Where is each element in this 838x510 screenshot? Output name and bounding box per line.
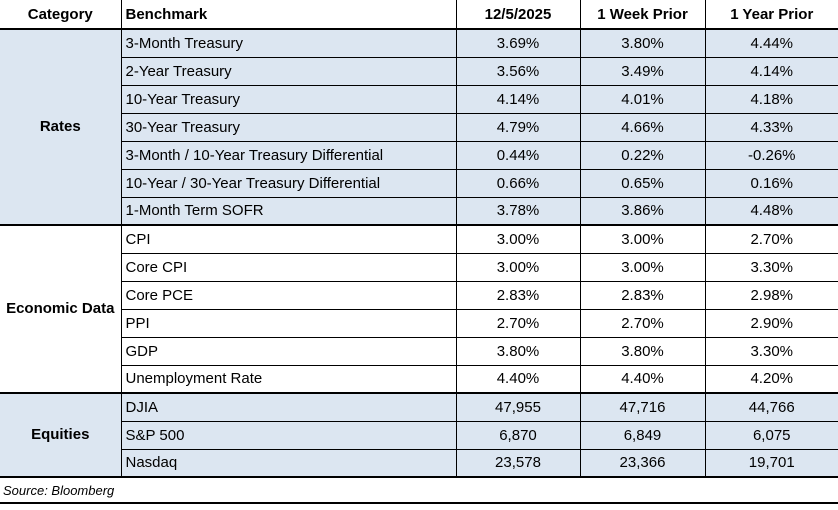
value-cell: 0.66% — [455, 169, 580, 198]
value-cell: 3.78% — [455, 197, 580, 226]
section-equities: Equities DJIA 47,955 47,716 44,766 S&P 5… — [0, 392, 838, 478]
value-cell: 2.90% — [704, 309, 838, 338]
benchmark-cell: S&P 500 — [120, 421, 456, 450]
table-row: 2-Year Treasury 3.56% 3.49% 4.14% — [0, 57, 838, 86]
value-cell: 3.49% — [579, 57, 705, 86]
value-cell: 3.69% — [455, 28, 580, 58]
value-cell: 0.22% — [579, 141, 705, 170]
benchmark-cell: 2-Year Treasury — [120, 57, 456, 86]
value-cell: 3.80% — [579, 337, 705, 366]
table-row: Core PCE 2.83% 2.83% 2.98% — [0, 281, 838, 310]
value-cell: 23,366 — [579, 449, 705, 478]
value-cell: 44,766 — [704, 392, 838, 422]
value-cell: 2.70% — [704, 224, 838, 254]
value-cell: 3.56% — [455, 57, 580, 86]
value-cell: 3.80% — [579, 28, 705, 58]
value-cell: 2.70% — [579, 309, 705, 338]
benchmark-cell: 1-Month Term SOFR — [120, 197, 456, 226]
value-cell: 4.14% — [704, 57, 838, 86]
category-cell-economic-data: Economic Data — [0, 224, 121, 393]
table-row: Economic Data CPI 3.00% 3.00% 2.70% — [0, 224, 838, 393]
value-cell: 4.01% — [579, 85, 705, 114]
header-year-prior: 1 Year Prior — [704, 0, 838, 30]
table-row: Unemployment Rate 4.40% 4.40% 4.20% — [0, 365, 838, 394]
value-cell: 4.40% — [579, 365, 705, 394]
benchmark-cell: Core PCE — [120, 281, 456, 310]
value-cell: -0.26% — [704, 141, 838, 170]
table-row: GDP 3.80% 3.80% 3.30% — [0, 337, 838, 366]
value-cell: 3.00% — [455, 224, 580, 254]
header-row: Category Benchmark 12/5/2025 1 Week Prio… — [0, 0, 838, 30]
table-row: 10-Year / 30-Year Treasury Differential … — [0, 169, 838, 198]
value-cell: 4.79% — [455, 113, 580, 142]
value-cell: 2.98% — [704, 281, 838, 310]
value-cell: 6,075 — [704, 421, 838, 450]
benchmark-cell: 3-Month / 10-Year Treasury Differential — [120, 141, 456, 170]
benchmark-table: Category Benchmark 12/5/2025 1 Week Prio… — [0, 0, 838, 478]
value-cell: 4.44% — [704, 28, 838, 58]
table-row: Rates 3-Month Treasury 3.69% 3.80% 4.44% — [0, 28, 838, 225]
benchmark-cell: 10-Year Treasury — [120, 85, 456, 114]
source-note: Source: Bloomberg — [0, 478, 838, 504]
value-cell: 4.66% — [579, 113, 705, 142]
benchmark-cell: 10-Year / 30-Year Treasury Differential — [120, 169, 456, 198]
value-cell: 4.48% — [704, 197, 838, 226]
header-week-prior: 1 Week Prior — [579, 0, 705, 30]
value-cell: 3.00% — [579, 253, 705, 282]
table-row: Core CPI 3.00% 3.00% 3.30% — [0, 253, 838, 282]
value-cell: 3.30% — [704, 253, 838, 282]
value-cell: 47,955 — [455, 392, 580, 422]
benchmark-cell: Nasdaq — [120, 449, 456, 478]
table-row: 3-Month / 10-Year Treasury Differential … — [0, 141, 838, 170]
benchmark-cell: 30-Year Treasury — [120, 113, 456, 142]
table-row: 30-Year Treasury 4.79% 4.66% 4.33% — [0, 113, 838, 142]
header-benchmark: Benchmark — [120, 0, 456, 30]
value-cell: 4.14% — [455, 85, 580, 114]
benchmark-cell: Core CPI — [120, 253, 456, 282]
value-cell: 4.20% — [704, 365, 838, 394]
benchmark-cell: PPI — [120, 309, 456, 338]
value-cell: 2.83% — [579, 281, 705, 310]
table-row: Nasdaq 23,578 23,366 19,701 — [0, 449, 838, 478]
value-cell: 2.70% — [455, 309, 580, 338]
table-row: 1-Month Term SOFR 3.78% 3.86% 4.48% — [0, 197, 838, 226]
benchmark-cell: CPI — [120, 224, 456, 254]
value-cell: 23,578 — [455, 449, 580, 478]
value-cell: 0.65% — [579, 169, 705, 198]
table-row: 10-Year Treasury 4.14% 4.01% 4.18% — [0, 85, 838, 114]
value-cell: 2.83% — [455, 281, 580, 310]
value-cell: 4.40% — [455, 365, 580, 394]
value-cell: 0.44% — [455, 141, 580, 170]
category-cell-equities: Equities — [0, 392, 121, 478]
section-economic-data: Economic Data CPI 3.00% 3.00% 2.70% Core… — [0, 224, 838, 394]
value-cell: 6,849 — [579, 421, 705, 450]
value-cell: 3.00% — [579, 224, 705, 254]
value-cell: 3.30% — [704, 337, 838, 366]
benchmark-cell: Unemployment Rate — [120, 365, 456, 394]
value-cell: 4.33% — [704, 113, 838, 142]
section-rates: Rates 3-Month Treasury 3.69% 3.80% 4.44%… — [0, 28, 838, 226]
header-category: Category — [0, 0, 121, 30]
header-current-date: 12/5/2025 — [455, 0, 580, 30]
value-cell: 6,870 — [455, 421, 580, 450]
category-cell-rates: Rates — [0, 28, 121, 225]
table-row: PPI 2.70% 2.70% 2.90% — [0, 309, 838, 338]
benchmark-cell: GDP — [120, 337, 456, 366]
value-cell: 3.00% — [455, 253, 580, 282]
table-row: Equities DJIA 47,955 47,716 44,766 — [0, 392, 838, 478]
table-row: S&P 500 6,870 6,849 6,075 — [0, 421, 838, 450]
value-cell: 4.18% — [704, 85, 838, 114]
value-cell: 3.86% — [579, 197, 705, 226]
benchmark-cell: 3-Month Treasury — [120, 28, 456, 58]
value-cell: 19,701 — [704, 449, 838, 478]
benchmark-cell: DJIA — [120, 392, 456, 422]
value-cell: 47,716 — [579, 392, 705, 422]
value-cell: 0.16% — [704, 169, 838, 198]
value-cell: 3.80% — [455, 337, 580, 366]
